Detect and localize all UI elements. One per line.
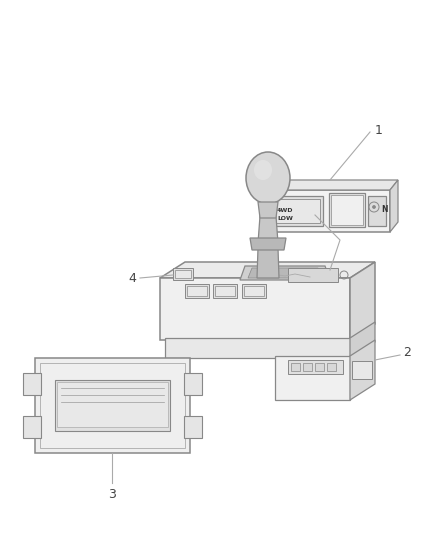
Polygon shape xyxy=(258,216,278,243)
Text: 1: 1 xyxy=(375,124,383,136)
Polygon shape xyxy=(250,238,286,250)
Bar xyxy=(368,196,386,226)
Bar xyxy=(288,268,338,282)
Bar xyxy=(327,363,336,371)
Polygon shape xyxy=(265,180,398,190)
Polygon shape xyxy=(160,262,375,278)
Polygon shape xyxy=(160,278,350,340)
Bar xyxy=(175,270,191,278)
Bar xyxy=(271,196,323,226)
Bar xyxy=(57,382,168,427)
Bar xyxy=(23,373,41,395)
Bar xyxy=(187,286,207,296)
Bar xyxy=(315,363,324,371)
Bar xyxy=(331,195,363,225)
Bar xyxy=(40,363,185,448)
Bar xyxy=(185,284,209,298)
Polygon shape xyxy=(390,180,398,232)
Bar xyxy=(215,286,235,296)
Polygon shape xyxy=(248,268,322,278)
Text: N: N xyxy=(381,205,388,214)
Bar xyxy=(274,199,320,223)
Text: LOW: LOW xyxy=(277,216,293,222)
Ellipse shape xyxy=(254,160,272,180)
Bar xyxy=(184,373,202,395)
Text: 4: 4 xyxy=(128,271,136,285)
Text: 2: 2 xyxy=(403,346,411,359)
Polygon shape xyxy=(258,202,278,218)
Bar xyxy=(35,358,190,453)
Bar xyxy=(173,268,193,280)
Polygon shape xyxy=(240,266,330,280)
Bar xyxy=(184,416,202,438)
Polygon shape xyxy=(350,322,375,358)
Polygon shape xyxy=(165,338,350,358)
Bar xyxy=(242,284,266,298)
Bar xyxy=(303,363,312,371)
Bar xyxy=(352,361,372,379)
Polygon shape xyxy=(350,262,375,340)
Circle shape xyxy=(372,206,375,208)
Bar xyxy=(288,360,343,374)
Bar xyxy=(329,193,365,227)
Text: 4WD: 4WD xyxy=(277,207,293,213)
Bar xyxy=(244,286,264,296)
Polygon shape xyxy=(257,248,279,278)
Polygon shape xyxy=(275,356,350,400)
Polygon shape xyxy=(265,190,390,232)
Bar xyxy=(55,380,170,431)
Polygon shape xyxy=(350,340,375,400)
Bar xyxy=(23,416,41,438)
Bar xyxy=(291,363,300,371)
Bar xyxy=(213,284,237,298)
Text: 3: 3 xyxy=(108,489,116,502)
Ellipse shape xyxy=(246,152,290,204)
